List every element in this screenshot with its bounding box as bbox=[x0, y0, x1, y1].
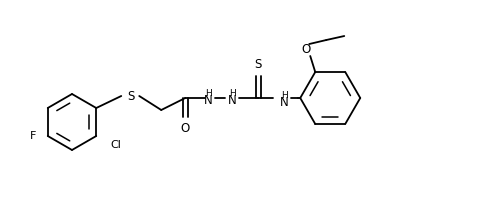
Text: N: N bbox=[280, 95, 289, 109]
Text: H: H bbox=[205, 88, 212, 98]
Text: O: O bbox=[181, 121, 190, 134]
Text: H: H bbox=[229, 88, 236, 98]
Text: N: N bbox=[204, 93, 213, 106]
Text: F: F bbox=[29, 131, 36, 141]
Text: S: S bbox=[127, 89, 135, 102]
Text: S: S bbox=[254, 59, 262, 71]
Text: H: H bbox=[281, 91, 288, 99]
Text: N: N bbox=[228, 93, 237, 106]
Text: O: O bbox=[302, 43, 311, 56]
Text: Cl: Cl bbox=[110, 140, 121, 150]
